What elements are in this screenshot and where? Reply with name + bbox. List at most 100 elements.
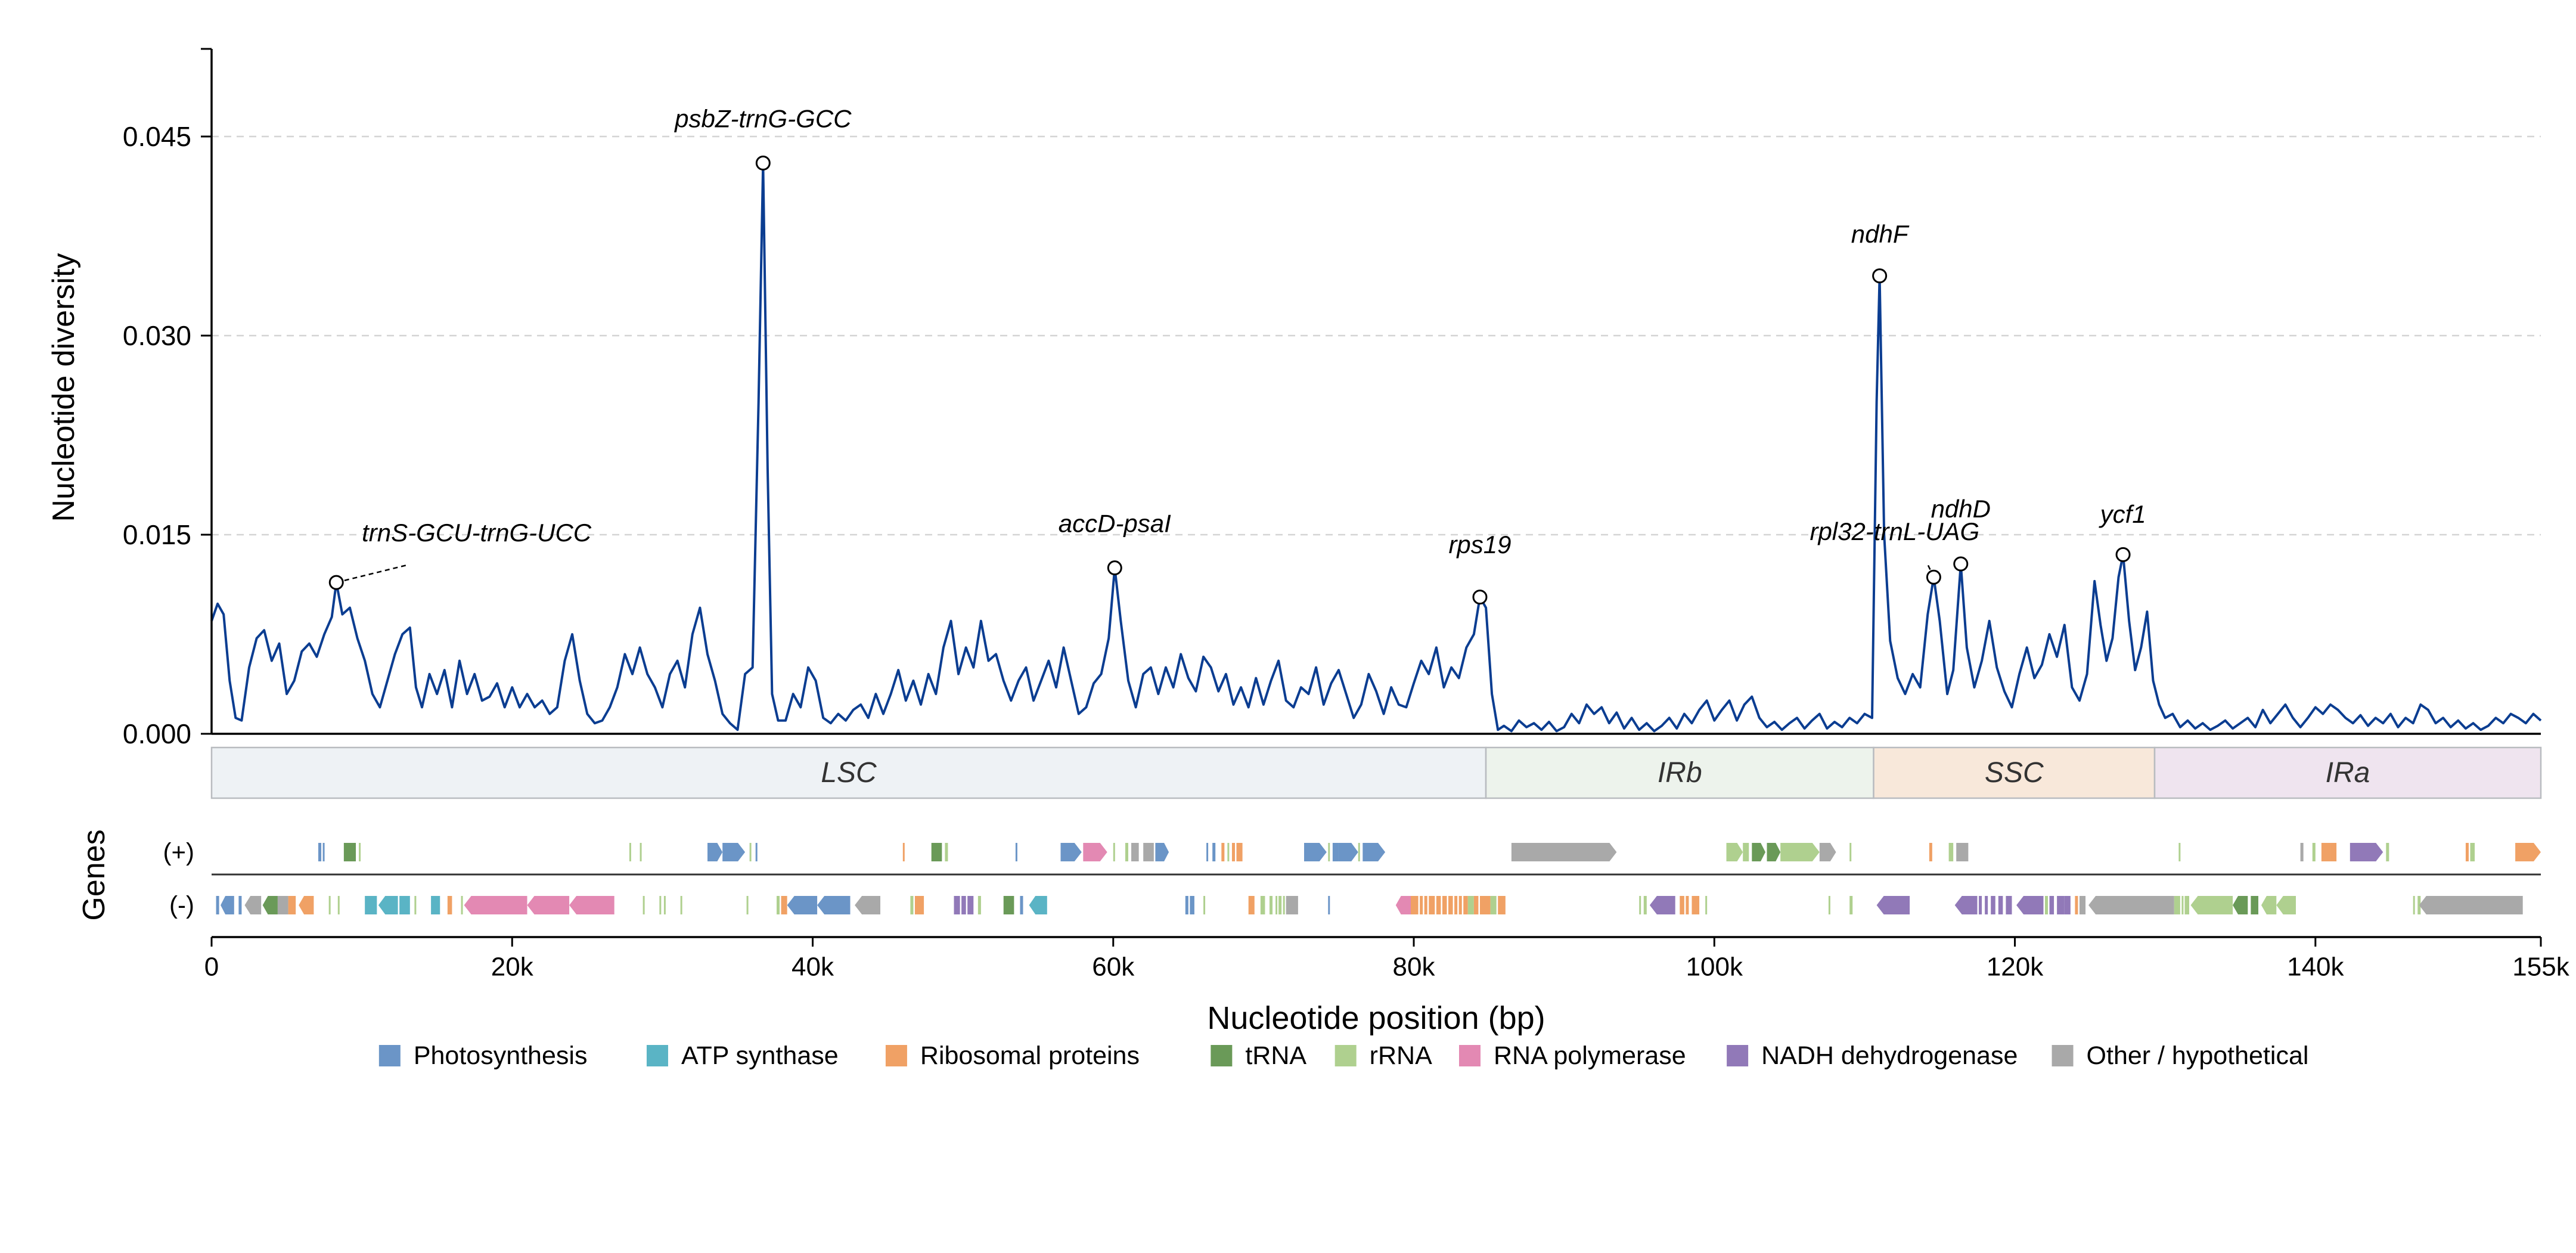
gene-arrow [1029,896,1047,914]
gene-block [1454,896,1458,914]
gene-arrow [1083,843,1107,861]
gene-arrow [464,896,527,914]
gene-block [2386,843,2389,861]
gene-block [1269,896,1273,914]
legend-swatch [646,1045,668,1066]
gene-block [663,896,666,914]
gene-block [954,896,960,914]
gene-block [1203,896,1206,914]
legend-swatch [1727,1045,1749,1066]
gene-block [1985,896,1988,914]
diversity-line-layer [210,162,2542,733]
gene-block [1929,843,1932,861]
gene-arrow [378,896,398,914]
gene-block [1948,843,1954,861]
x-axis-title: Nucleotide position (bp) [1207,1000,1545,1036]
gene-arrow [2276,896,2296,914]
y-axis-title: Nucleotide diversity [46,253,81,522]
gene-block [2178,843,2181,861]
gene-block [1467,896,1474,914]
gene-block [961,896,966,914]
y-tick-label: 0.045 [123,121,191,152]
gene-block [2057,896,2065,914]
strand-label-minus: (-) [169,891,194,919]
gene-block [461,896,463,914]
legend-label: rRNA [1370,1041,1432,1070]
gene-block [629,843,631,861]
gene-block [967,896,974,914]
gene-block [2181,896,2184,914]
x-tick-label: 40k [792,953,834,982]
gene-block [1143,843,1154,861]
gene-block [1410,896,1419,914]
region-label: SSC [1985,757,2044,789]
gene-block [2465,843,2469,861]
peak-marker [328,575,344,590]
gene-block [2312,843,2316,861]
gene-arrow [1876,896,1910,914]
gene-block [447,896,452,914]
gene-block [2174,896,2180,914]
legend-label: NADH dehydrogenase [1761,1041,2018,1070]
genome-regions-track: LSC IRb SSC IRa [210,746,2542,799]
x-tick-label: 60k [1092,953,1135,982]
peak-marker [2115,547,2131,562]
gene-block [643,896,645,914]
gene-block [1185,896,1188,914]
gene-block [1131,843,1139,861]
peak-marker [1472,590,1488,605]
gene-block [1692,896,1700,914]
gene-block [914,896,924,914]
x-tick-label: 140k [2287,953,2344,982]
gene-block [359,843,361,861]
gene-block [2251,896,2258,914]
gene-block [238,896,242,914]
gene-block [1998,896,2003,914]
gene-block [1286,896,1298,914]
gene-block [1458,896,1462,914]
gene-block [1125,843,1128,861]
y-tick-label: 0.015 [123,519,191,550]
gene-block [1420,896,1423,914]
legend: Photosynthesis ATP synthase Ribosomal prot… [378,1041,2308,1070]
gene-block [777,896,780,914]
gene-block [1278,896,1282,914]
gene-block [1003,896,1014,914]
x-tick-label: 100k [1686,953,1743,982]
gene-block [1020,896,1023,914]
gene-block [640,843,642,861]
legend-swatch [1459,1045,1481,1066]
peak-marker [1107,560,1122,576]
gene-block [1436,896,1441,914]
gene-arrow [2515,843,2541,861]
gene-arrow [221,896,234,914]
y-tick-label: 0.030 [123,320,191,351]
peak-marker [1926,569,1941,585]
gene-block [1260,896,1265,914]
peak-label: ndhF [1851,220,1910,248]
gene-block [1236,843,1243,861]
strand-label-plus: (+) [163,838,195,866]
gene-block [343,843,356,861]
gene-block [902,843,905,861]
gene-block [1490,896,1497,914]
gene-block [2079,896,2086,914]
legend-swatch [1334,1045,1357,1066]
region-band [210,746,1487,799]
gene-arrow [2261,896,2277,914]
peak-label: rps19 [1448,531,1511,559]
gene-block [1979,896,1982,914]
gene-arrow [707,843,723,861]
x-tick-label: 0 [204,953,219,982]
gene-block [1221,843,1225,861]
gene-block [1227,843,1230,861]
gene-arrow [1155,843,1169,861]
gene-arrow [817,896,851,914]
region-band [1873,746,2156,799]
gene-arrow [2190,896,2233,914]
peak-marker [1872,268,1888,284]
gene-block [1643,896,1647,914]
gene-block [749,843,752,861]
gene-block [746,896,749,914]
